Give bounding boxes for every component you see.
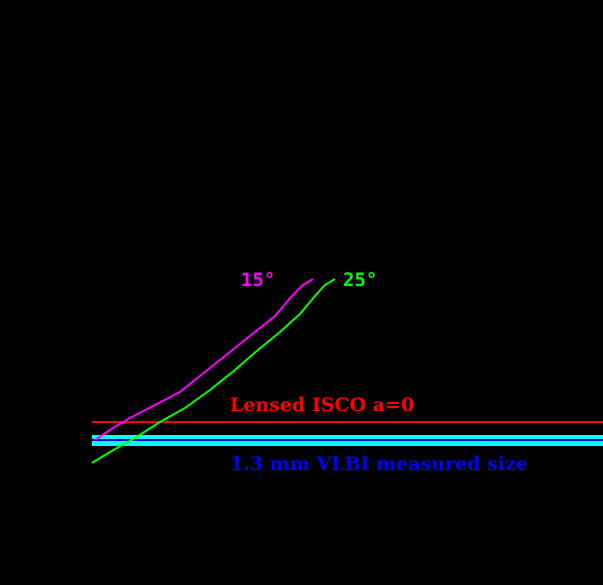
curve-15-deg bbox=[94, 278, 314, 441]
label-isco: Lensed ISCO a=0 bbox=[230, 394, 415, 416]
curve-25-deg bbox=[91, 278, 336, 464]
label-15-deg: 15° bbox=[241, 269, 276, 291]
label-vlbi: 1.3 mm VLBI measured size bbox=[230, 453, 528, 475]
label-25-deg: 25° bbox=[343, 269, 378, 291]
